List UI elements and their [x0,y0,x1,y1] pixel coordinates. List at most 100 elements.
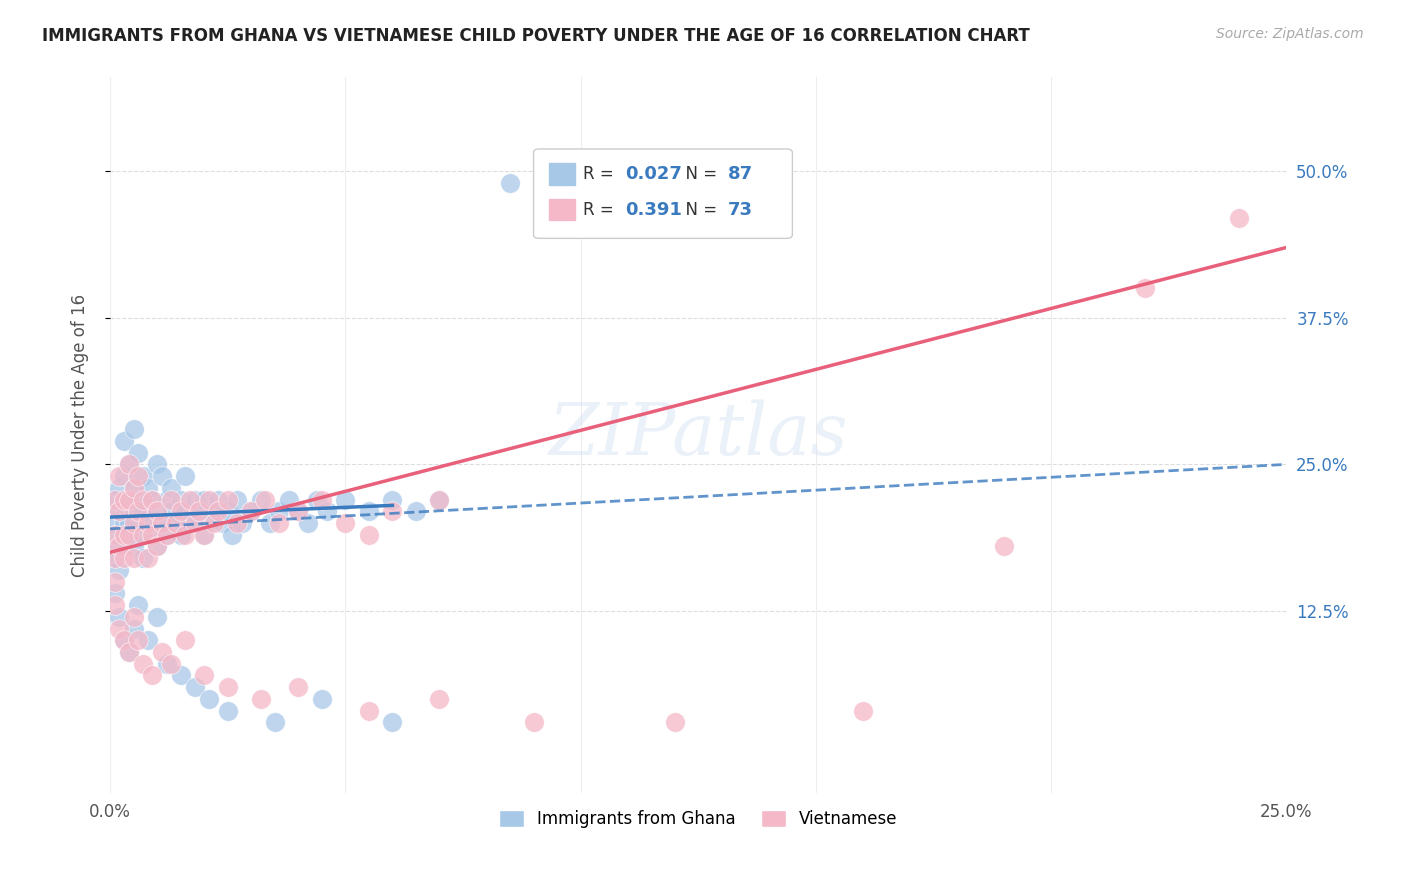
Point [122,551,145,566]
Point [217,680,239,694]
Point [169,668,191,682]
Point [112,434,135,448]
Text: Source: ZipAtlas.com: Source: ZipAtlas.com [1216,27,1364,41]
Point [499,176,522,190]
Point [335,492,357,507]
Point [254,492,277,507]
Point [193,527,215,541]
Point [127,492,149,507]
Text: 0.027: 0.027 [626,165,682,183]
Point [146,540,169,554]
Point [188,504,211,518]
Point [127,633,149,648]
Point [141,527,163,541]
Point [112,633,135,648]
Point [155,492,177,507]
Point [132,504,155,518]
Point [112,527,135,541]
Point [1229,211,1251,226]
Point [315,504,337,518]
Point [136,516,159,530]
Point [118,516,141,530]
Point [217,492,239,507]
Point [104,551,127,566]
Point [217,704,239,718]
Point [112,633,135,648]
Point [155,527,177,541]
Point [249,691,271,706]
Text: N =: N = [675,201,723,219]
Point [184,516,207,530]
Bar [548,199,575,220]
Point [169,492,191,507]
Point [226,516,249,530]
Point [127,598,149,612]
Point [217,504,239,518]
Point [141,492,163,507]
Point [160,481,183,495]
Point [136,516,159,530]
Point [118,645,141,659]
Point [108,481,131,495]
Point [150,516,173,530]
Point [664,715,686,730]
Point [169,504,191,518]
Point [155,657,177,671]
Point [122,504,145,518]
Point [207,492,229,507]
Point [127,504,149,518]
Point [169,527,191,541]
Point [357,504,380,518]
Point [165,516,187,530]
Text: 73: 73 [728,201,752,219]
Point [297,516,319,530]
Point [112,492,135,507]
Point [193,527,215,541]
Point [179,516,201,530]
Point [108,563,131,577]
Point [287,504,309,518]
Point [240,504,263,518]
Point [104,516,127,530]
Point [231,516,253,530]
Point [108,540,131,554]
Point [335,516,357,530]
Point [104,492,127,507]
Point [381,492,404,507]
Point [198,691,221,706]
Point [122,481,145,495]
Point [269,504,291,518]
Point [193,492,215,507]
Point [174,504,197,518]
Point [259,516,281,530]
Point [108,504,131,518]
Point [202,516,225,530]
Point [160,492,183,507]
Point [263,715,285,730]
Point [165,516,187,530]
Point [221,527,243,541]
Point [184,492,207,507]
Point [523,715,546,730]
Point [108,609,131,624]
Point [112,516,135,530]
Point [132,657,155,671]
Point [104,527,127,541]
Point [184,680,207,694]
Point [207,504,229,518]
Point [108,469,131,483]
Point [357,527,380,541]
Point [132,551,155,566]
Point [240,504,263,518]
Point [118,492,141,507]
Point [104,586,127,600]
Point [118,458,141,472]
Point [104,598,127,612]
Point [127,469,149,483]
Point [405,504,427,518]
Point [198,492,221,507]
Point [122,422,145,436]
Bar [548,163,575,185]
Point [136,551,159,566]
Point [118,458,141,472]
